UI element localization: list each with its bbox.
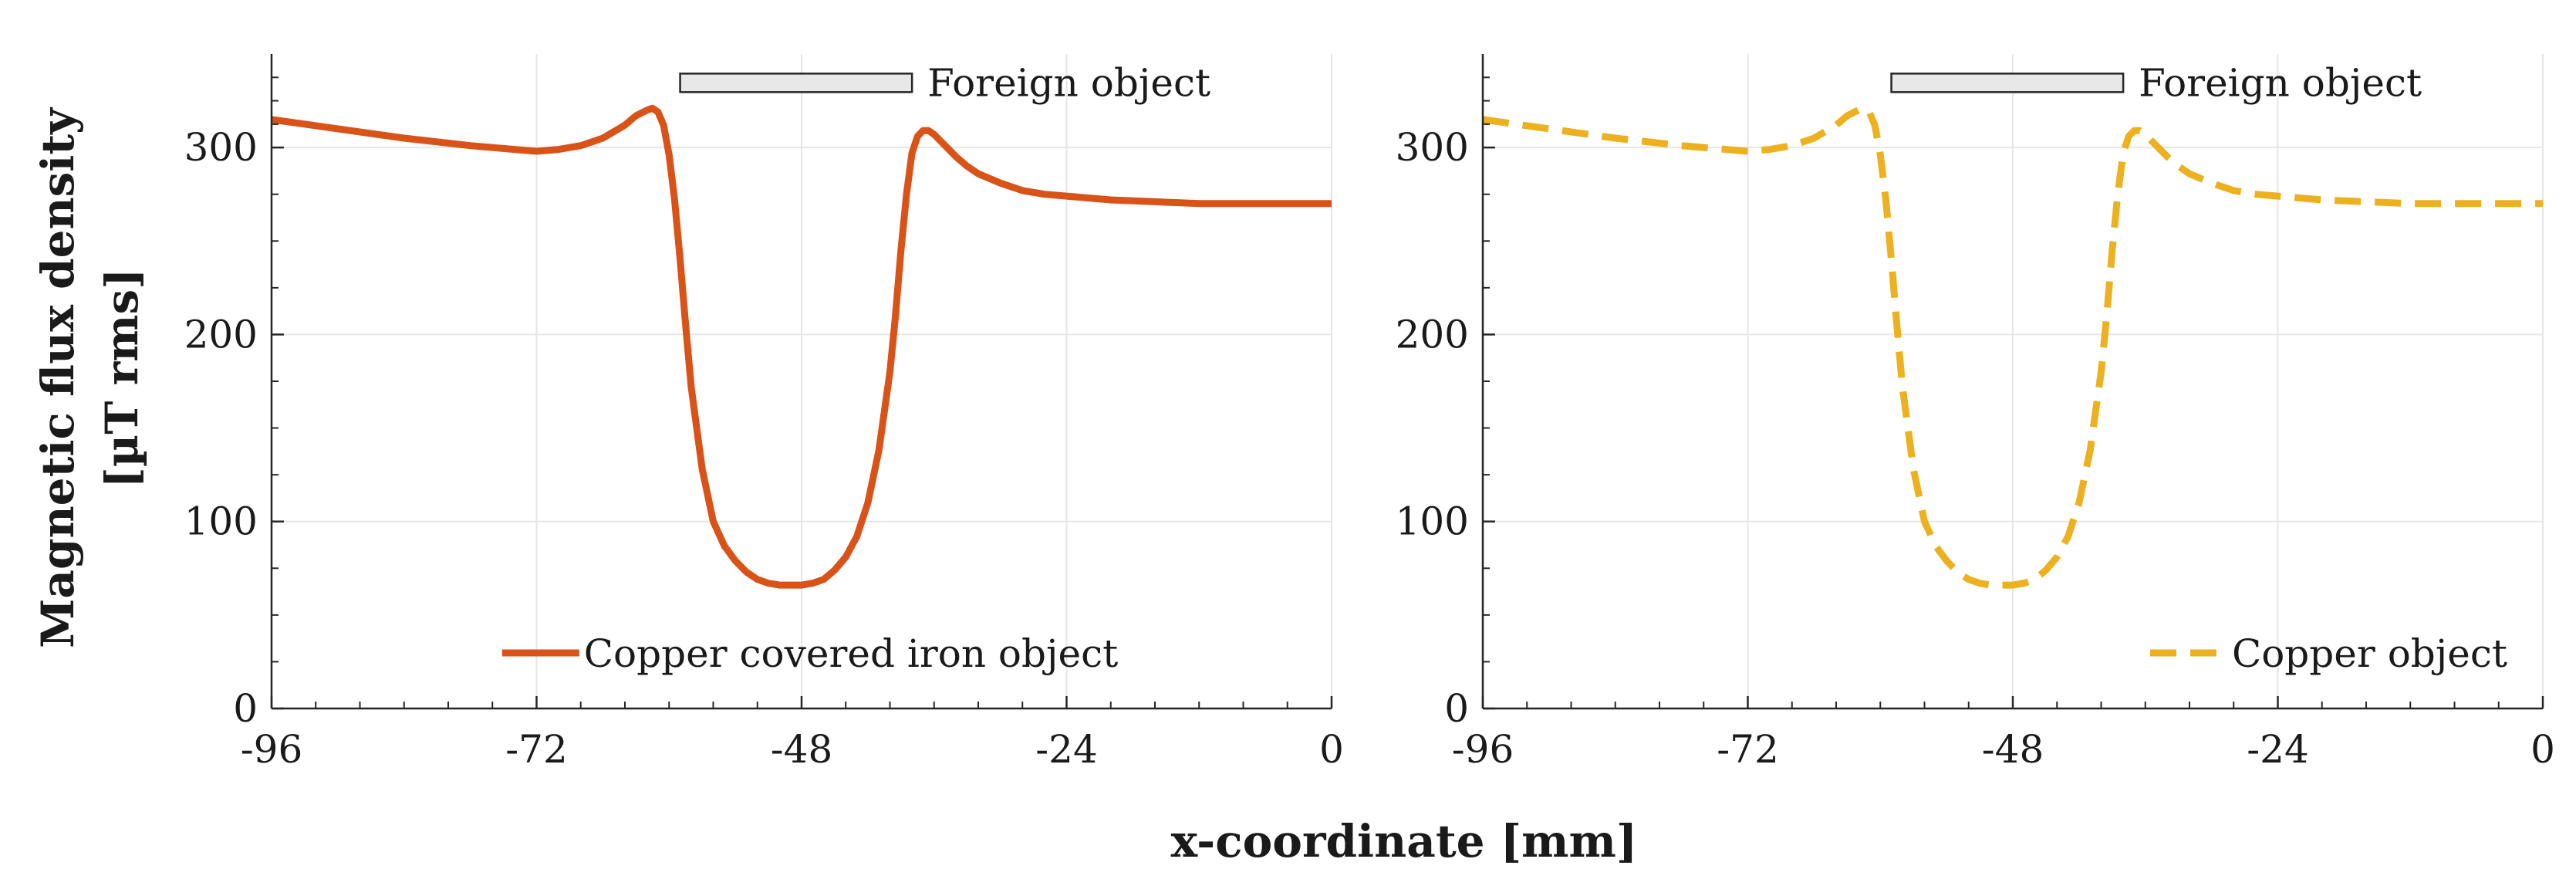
y-tick-label: 0 [233, 686, 258, 731]
foreign-object-rect [679, 73, 913, 93]
left-grid [272, 54, 1332, 708]
x-tick-label: -48 [1982, 727, 2044, 772]
y-tick-label: 300 [1396, 125, 1469, 170]
foreign-object-label: Foreign object [927, 60, 1210, 105]
series-line [1482, 104, 2543, 589]
y-tick-label: 200 [1396, 312, 1469, 357]
y-tick-label: 100 [184, 499, 258, 544]
x-tick-label: -96 [1452, 727, 1514, 772]
x-tick-label: -72 [505, 727, 568, 772]
x-tick-label: 0 [2530, 727, 2555, 772]
x-tick-label: 0 [1319, 727, 1344, 772]
x-tick-label: -24 [2247, 727, 2309, 772]
legend-label: Copper object [2232, 631, 2507, 676]
right-grid [1483, 54, 2544, 708]
right-legend: Copper object [2149, 631, 2507, 676]
x-tick-label: -48 [771, 727, 833, 772]
y-axis-title-line1: Magnetic flux density [32, 107, 84, 648]
y-tick-label: 100 [1396, 499, 1469, 544]
left-axes [270, 54, 1333, 710]
y-tick-label: 300 [184, 125, 258, 170]
left-plot: -96 -72 -48 -24 0 0 100 200 300 Foreign object C… [184, 54, 1344, 772]
left-tick-labels: -96 -72 -48 -24 0 0 100 200 300 [184, 125, 1344, 772]
series-line [271, 104, 1332, 589]
y-tick-label: 200 [184, 312, 258, 357]
x-axis-title: x-coordinate [mm] [1171, 815, 1638, 867]
left-legend: Copper covered iron object [501, 631, 1118, 676]
right-foreign-object-annotation: Foreign object [1890, 60, 2422, 105]
left-foreign-object-annotation: Foreign object [679, 60, 1210, 105]
foreign-object-label: Foreign object [2139, 60, 2422, 105]
right-axes [1481, 54, 2544, 710]
left-series [271, 104, 1332, 589]
legend-label: Copper covered iron object [584, 631, 1118, 676]
right-tick-labels: -96 -72 -48 -24 0 0 100 200 300 [1396, 125, 2555, 772]
x-tick-label: -96 [241, 727, 303, 772]
foreign-object-rect [1890, 73, 2125, 93]
x-tick-label: -24 [1035, 727, 1098, 772]
y-tick-label: 0 [1444, 686, 1469, 731]
y-axis-title-line2: [µT rms] [96, 268, 148, 488]
x-tick-label: -72 [1717, 727, 1779, 772]
right-series [1482, 104, 2543, 589]
right-plot: -96 -72 -48 -24 0 0 100 200 300 Foreign object C… [1396, 54, 2555, 772]
